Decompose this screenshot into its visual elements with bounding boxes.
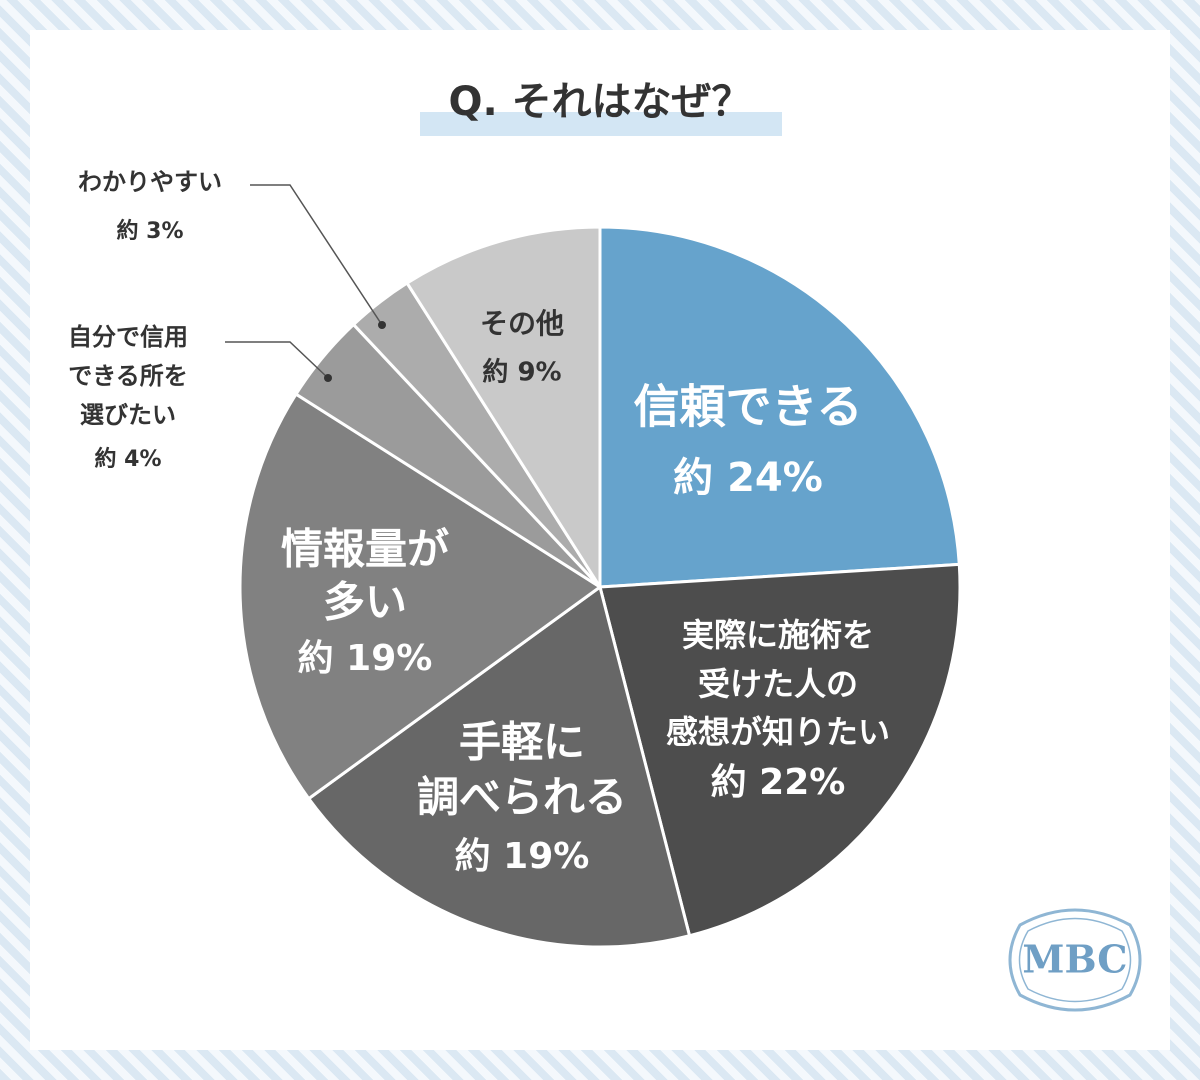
- slice-label: 実際に施術を: [682, 616, 874, 654]
- pie-slice: [598, 562, 962, 938]
- leader-dot: [378, 321, 386, 329]
- pie-slice: [238, 392, 603, 801]
- leader-dot: [324, 374, 332, 382]
- logo-text: MBC: [1022, 937, 1127, 982]
- slice-label: わかりやすい: [78, 168, 222, 196]
- pie-slice: [405, 225, 602, 593]
- chart-title: Q. それはなぜ？: [448, 79, 751, 125]
- slice-label: その他: [480, 307, 564, 340]
- slice-label: 調べられる: [417, 773, 627, 822]
- value-label: 約 19%: [455, 836, 590, 877]
- logo-badge: [1008, 908, 1142, 1012]
- slice-label: 信頼できる: [633, 380, 862, 434]
- leader-line: [225, 341, 329, 379]
- slice-label: 手軽に: [459, 718, 585, 767]
- slice-label: 多い: [323, 578, 407, 627]
- pie-slice: [598, 225, 961, 589]
- slice-label: できる所を: [68, 362, 188, 390]
- logo-badge-inner: [1018, 917, 1132, 1003]
- logo: MBC: [1008, 908, 1142, 1012]
- pie-slice: [306, 584, 692, 949]
- slice-label: 受けた人の: [698, 665, 858, 703]
- value-label: 約 4%: [94, 446, 161, 472]
- title-highlight: [420, 112, 782, 136]
- leader-line: [250, 184, 383, 326]
- slice-label: 感想が知りたい: [666, 713, 890, 751]
- slice-label: 自分で信用: [68, 323, 188, 351]
- value-label: 約 19%: [298, 638, 433, 679]
- value-label: 約 22%: [711, 762, 846, 803]
- slice-label: 情報量が: [281, 525, 449, 574]
- value-label: 約 24%: [673, 455, 823, 501]
- slice-label: 選びたい: [80, 401, 176, 429]
- value-label: 約 9%: [482, 357, 561, 388]
- value-label: 約 3%: [116, 218, 183, 244]
